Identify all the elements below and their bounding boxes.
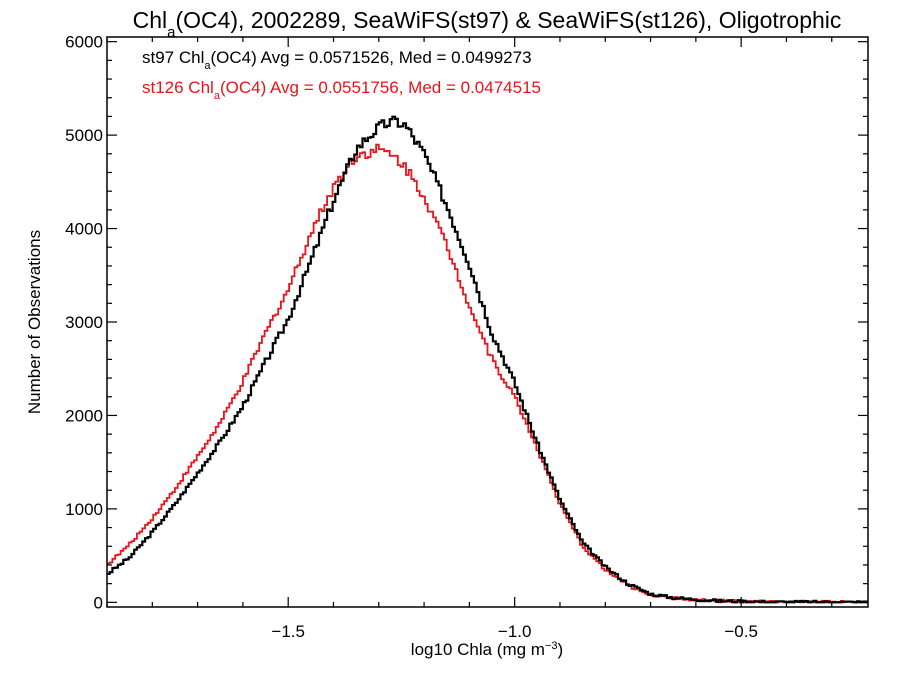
y-axis-label: Number of Observations <box>25 230 44 414</box>
x-tick-label: −1.5 <box>271 622 305 641</box>
y-tick-label: 5000 <box>65 126 103 145</box>
series-line-st97 <box>107 115 868 604</box>
y-tick-label: 0 <box>94 593 103 612</box>
plot-area <box>107 115 868 604</box>
y-tick-label: 3000 <box>65 313 103 332</box>
x-tick-label: −0.5 <box>724 622 758 641</box>
axes: −1.5 −1.0 −0.5 0 1000 2000 3000 4000 5000 6000 <box>65 33 869 641</box>
x-tick-label: −1.0 <box>498 622 532 641</box>
chart-title: Chla(OC4), 2002289, SeaWiFS(st97) & SeaW… <box>133 7 842 41</box>
legend-entry-st97: st97 Chla(OC4) Avg = 0.0571526, Med = 0.… <box>142 48 532 72</box>
x-axis-label: log10 Chla (mg m−3) <box>411 640 563 659</box>
y-tick-label: 6000 <box>65 33 103 52</box>
legend-entry-st126: st126 Chla(OC4) Avg = 0.0551756, Med = 0… <box>142 78 541 102</box>
y-tick-label: 4000 <box>65 220 103 239</box>
y-tick-label: 2000 <box>65 406 103 425</box>
y-tick-label: 1000 <box>65 500 103 519</box>
